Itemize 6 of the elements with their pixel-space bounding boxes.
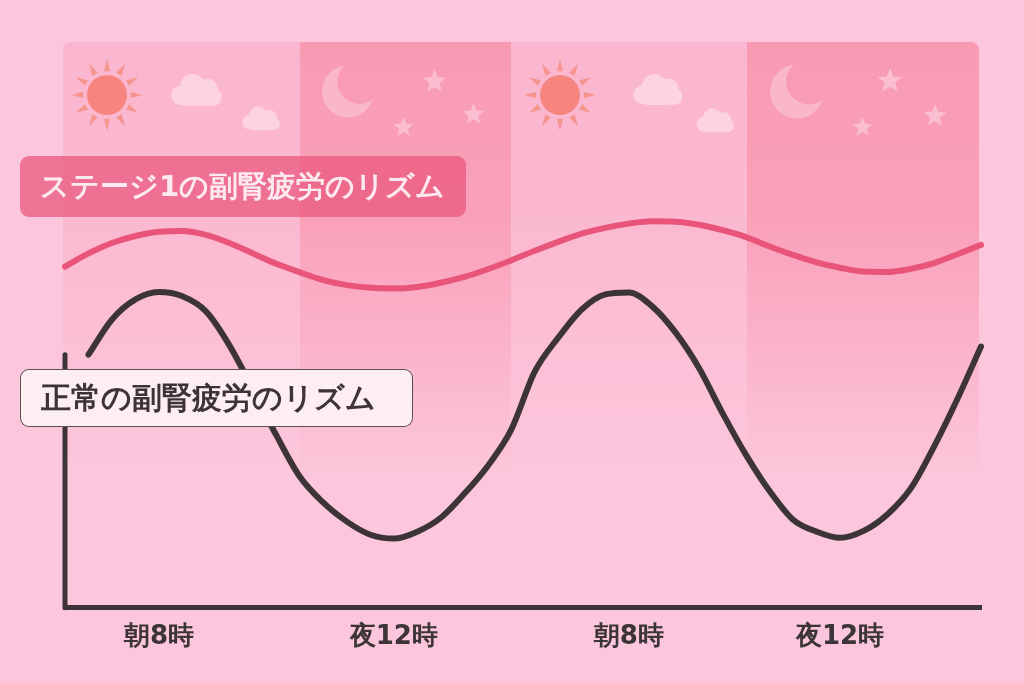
text: ステージ1の副腎疲労のリズム (20, 156, 466, 217)
x-tick-label: 夜12時 (348, 620, 438, 651)
series-label: 正常の副腎疲労のリズム (20, 369, 413, 427)
x-tick-label: 夜12時 (794, 620, 885, 651)
x-tick-label: 朝8時 (592, 620, 664, 651)
x-tick-label: 朝8時 (122, 620, 194, 651)
